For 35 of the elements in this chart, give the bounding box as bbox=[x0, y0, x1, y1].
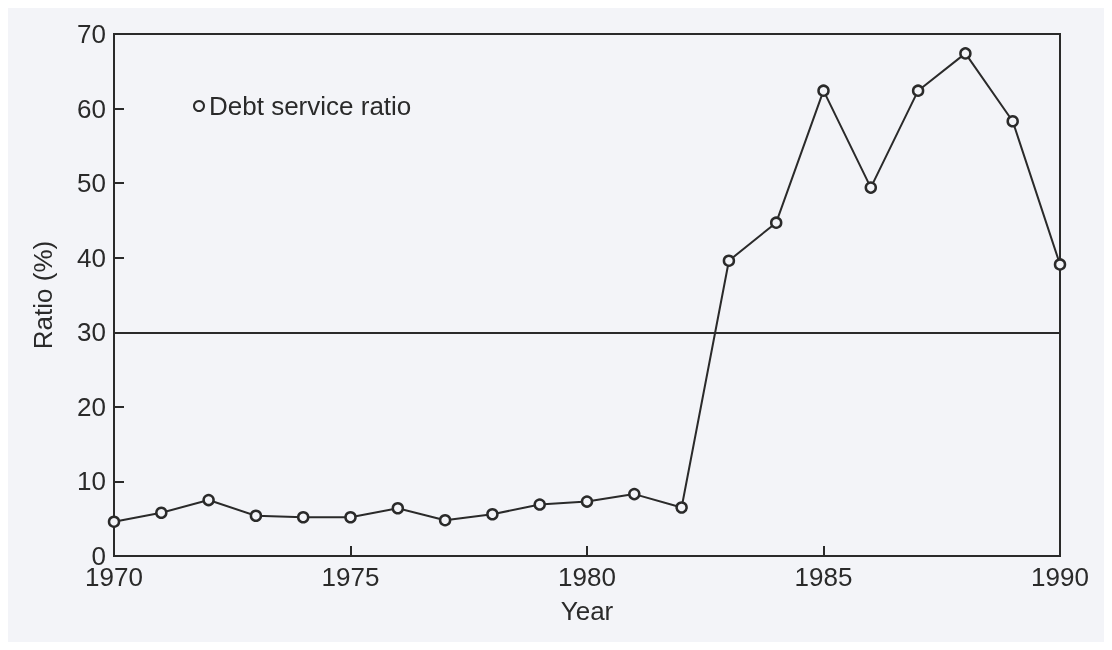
point bbox=[911, 84, 925, 97]
x-tick-label: 1985 bbox=[794, 562, 853, 592]
point bbox=[344, 510, 357, 524]
point bbox=[817, 84, 830, 97]
point bbox=[722, 254, 736, 267]
point bbox=[769, 216, 783, 229]
point bbox=[486, 507, 499, 521]
point bbox=[296, 510, 310, 524]
point bbox=[391, 502, 405, 515]
point bbox=[202, 493, 215, 507]
y-tick-label: 60 bbox=[77, 93, 106, 124]
y-tick-label: 50 bbox=[77, 168, 106, 199]
y-tick-label: 10 bbox=[77, 466, 106, 497]
legend-label: Debt service ratio bbox=[209, 91, 412, 121]
point bbox=[864, 181, 878, 194]
x-tick-label: 1975 bbox=[321, 562, 380, 592]
point bbox=[249, 509, 263, 522]
point bbox=[959, 47, 972, 60]
y-tick-label: 20 bbox=[77, 391, 106, 422]
x-tick-label: 1990 bbox=[1031, 562, 1089, 592]
y-tick-label: 40 bbox=[77, 242, 106, 273]
point bbox=[533, 498, 546, 511]
x-axis-title: Year bbox=[560, 596, 614, 626]
y-tick-label: 70 bbox=[77, 19, 106, 49]
point bbox=[1006, 115, 1019, 128]
point bbox=[675, 501, 688, 514]
point bbox=[580, 495, 594, 508]
y-axis-title: Ratio (%) bbox=[28, 240, 58, 350]
point bbox=[438, 513, 452, 527]
x-tick-label: 1980 bbox=[558, 562, 616, 592]
point bbox=[107, 515, 121, 528]
y-tick-label: 30 bbox=[77, 317, 106, 348]
point bbox=[155, 506, 168, 519]
point bbox=[1053, 258, 1067, 271]
point bbox=[628, 487, 641, 501]
